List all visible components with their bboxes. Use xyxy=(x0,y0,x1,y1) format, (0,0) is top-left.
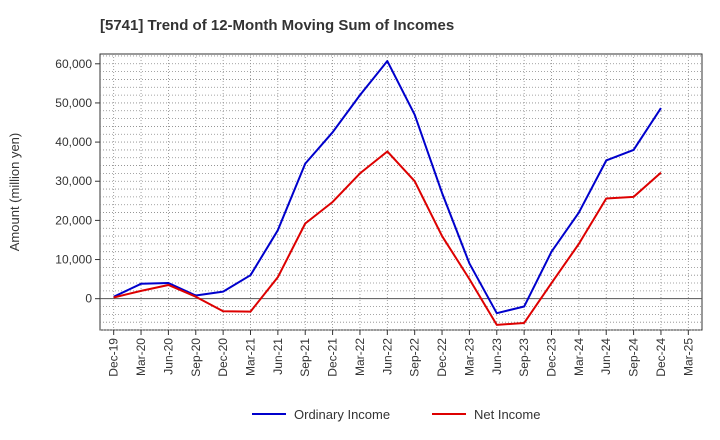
x-tick-label: Jun-22 xyxy=(380,338,394,375)
y-axis-label: Amount (million yen) xyxy=(7,133,22,252)
legend: Ordinary Income Net Income xyxy=(252,407,540,422)
x-tick-label: Jun-21 xyxy=(271,338,285,375)
x-tick-label: Jun-20 xyxy=(161,338,175,375)
x-tick-label: Sep-24 xyxy=(627,338,641,377)
y-tick-label: 30,000 xyxy=(55,174,92,188)
x-tick-label: Mar-23 xyxy=(462,338,476,376)
series-line-net-income xyxy=(113,150,662,326)
x-tick-label: Dec-24 xyxy=(654,338,668,377)
x-tick-label: Dec-20 xyxy=(216,338,230,377)
x-tick-label: Mar-25 xyxy=(681,338,695,376)
y-tick-label: 10,000 xyxy=(55,253,92,267)
x-tick-label: Sep-20 xyxy=(189,338,203,377)
y-axis-ticks: 0 10,000 20,000 30,000 40,000 50,000 60,000 xyxy=(55,57,100,306)
x-tick-label: Sep-23 xyxy=(517,338,531,377)
grid-lines xyxy=(100,54,702,331)
x-tick-label: Dec-19 xyxy=(107,338,121,377)
x-tick-label: Mar-24 xyxy=(572,338,586,376)
plot-area xyxy=(99,53,703,331)
x-tick-label: Dec-21 xyxy=(326,338,340,377)
x-tick-label: Dec-22 xyxy=(435,338,449,377)
x-tick-label: Mar-22 xyxy=(353,338,367,376)
series-lines xyxy=(113,60,662,326)
y-tick-label: 0 xyxy=(85,292,92,306)
legend-label: Net Income xyxy=(474,407,540,422)
y-tick-label: 40,000 xyxy=(55,135,92,149)
x-axis-ticks: Dec-19 Mar-20 Jun-20 Sep-20 Dec-20 Mar-21 Jun-… xyxy=(107,330,695,377)
x-tick-label: Mar-20 xyxy=(134,338,148,376)
y-tick-label: 60,000 xyxy=(55,57,92,71)
x-tick-label: Jun-23 xyxy=(490,338,504,375)
legend-label: Ordinary Income xyxy=(294,407,390,422)
x-tick-label: Sep-22 xyxy=(408,338,422,377)
x-tick-label: Jun-24 xyxy=(599,338,613,375)
y-tick-label: 20,000 xyxy=(55,213,92,227)
x-tick-label: Mar-21 xyxy=(244,338,258,376)
x-tick-label: Sep-21 xyxy=(298,338,312,377)
x-tick-label: Dec-23 xyxy=(545,338,559,377)
y-tick-label: 50,000 xyxy=(55,96,92,110)
chart-title: [5741] Trend of 12-Month Moving Sum of I… xyxy=(100,17,454,34)
series-line-ordinary-income xyxy=(113,60,662,315)
